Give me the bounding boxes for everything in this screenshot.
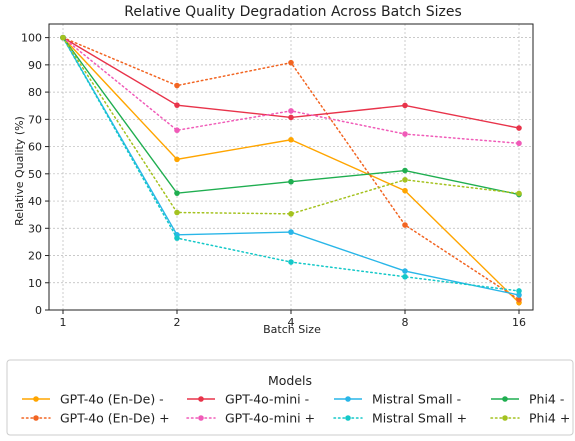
y-tick-label: 40 [28, 195, 42, 208]
y-tick-label: 70 [28, 113, 42, 126]
data-point [516, 190, 522, 197]
data-point [402, 273, 408, 280]
data-point [174, 82, 180, 89]
legend-label: Mistral Small + [372, 411, 467, 426]
data-point [174, 190, 180, 196]
series-lines [60, 34, 522, 306]
series-group [60, 34, 522, 303]
data-point [516, 125, 522, 131]
legend-item: GPT-4o (En-De) - [22, 392, 164, 407]
legend-swatch-marker [198, 415, 204, 421]
data-point [516, 296, 522, 303]
legend-label: Phi4 - [529, 392, 564, 407]
data-point [402, 131, 408, 137]
legend-item: Mistral Small - [334, 392, 461, 407]
y-tick-label: 80 [28, 86, 42, 99]
legend-item: GPT-4o-mini + [186, 411, 315, 426]
legend: Models GPT-4o (En-De) -GPT-4o (En-De) +G… [6, 359, 574, 436]
legend-item: Phi4 - [491, 392, 564, 407]
x-tick-label: 2 [174, 316, 181, 329]
data-point [288, 59, 294, 66]
x-tick-label: 4 [288, 316, 295, 329]
legend-label: GPT-4o-mini - [225, 392, 309, 407]
data-point [174, 235, 180, 241]
data-point [288, 211, 294, 217]
y-tick-label: 20 [28, 250, 42, 263]
y-tick-label: 90 [28, 59, 42, 72]
series-group [60, 34, 522, 298]
legend-swatch-marker [33, 415, 39, 421]
legend-swatch-marker [33, 396, 39, 402]
y-tick-label: 50 [28, 168, 42, 181]
data-point [288, 108, 294, 114]
legend-swatch-marker [198, 396, 204, 402]
legend-items: GPT-4o (En-De) - GPT-4o (En-De) + GPT-4o-m… [21, 392, 570, 426]
x-tick-label: 1 [60, 316, 67, 329]
legend-title: Models [268, 373, 312, 388]
legend-label: GPT-4o-mini + [225, 411, 315, 426]
plot-area [48, 23, 534, 311]
series-line [62, 36, 520, 215]
data-point [288, 178, 294, 185]
data-point [60, 34, 66, 41]
data-point [288, 114, 294, 121]
y-tick-label: 100 [21, 32, 42, 45]
data-point [174, 209, 180, 216]
data-point [288, 136, 294, 143]
data-point [402, 177, 408, 183]
data-point [174, 102, 180, 108]
chart-title: Relative Quality Degradation Across Batc… [124, 4, 462, 20]
legend-swatch-marker [502, 396, 508, 402]
data-point [516, 288, 522, 294]
data-point [402, 102, 408, 109]
legend-swatch-marker [345, 396, 351, 402]
legend-label: Mistral Small - [372, 392, 461, 407]
data-point [402, 268, 408, 274]
y-axis-label: Relative Quality (%) [13, 116, 26, 226]
data-point [516, 292, 522, 298]
legend-box [6, 359, 574, 436]
data-point [402, 187, 408, 194]
data-point [174, 156, 180, 163]
data-point [288, 229, 294, 235]
legend-swatch-marker [502, 415, 508, 421]
y-tick-label: 30 [28, 222, 42, 235]
series-group [60, 34, 522, 217]
legend-item: GPT-4o-mini - [187, 392, 309, 407]
data-point [288, 259, 294, 265]
y-tick-label: 60 [28, 141, 42, 154]
y-tick-label: 0 [35, 304, 42, 317]
data-point [516, 140, 522, 147]
x-tick-label: 16 [512, 316, 526, 329]
grid-lines [49, 24, 533, 311]
legend-item: GPT-4o (En-De) + [21, 411, 170, 426]
legend-label: Phi4 + [529, 411, 570, 426]
legend-label: GPT-4o (En-De) - [60, 392, 164, 407]
data-point [402, 222, 408, 228]
x-tick-label: 8 [402, 316, 409, 329]
data-point [174, 127, 180, 134]
legend-swatch-marker [345, 415, 351, 421]
legend-item: Phi4 + [490, 411, 570, 426]
data-point [402, 167, 408, 174]
legend-label: GPT-4o (En-De) + [60, 411, 170, 426]
x-axis-label: Batch Size [263, 323, 321, 336]
series-line [62, 37, 520, 129]
y-tick-label: 10 [28, 277, 42, 290]
axis-ticks: 0 10 20 30 40 50 60 70 80 90 100 1 2 4 8 16 [21, 32, 526, 329]
legend-item: Mistral Small + [333, 411, 467, 426]
